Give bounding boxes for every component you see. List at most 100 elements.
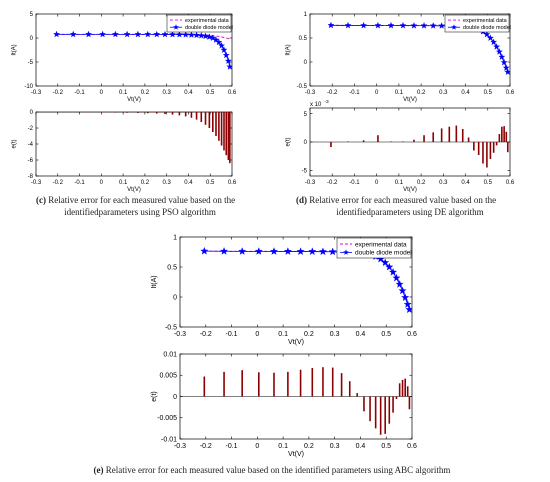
x-axis-label: Vt(V) <box>403 187 417 193</box>
legend-model-label: double diode model <box>463 25 511 31</box>
x-axis-label: Vt(V) <box>127 97 141 103</box>
chart-c-bottom: -0.3 -0.2 -0.1 0 0.1 0.2 0.3 0.4 0.5 0.6 -8 -6 -4 -2 0… <box>12 110 237 193</box>
y-tick-label: 0 <box>30 110 34 116</box>
x-tick-label: -0.2 <box>327 90 338 96</box>
x-tick-label: 0.4 <box>461 180 470 186</box>
y-tick-label: -0.005 <box>157 415 177 422</box>
x-tick-label: 0.5 <box>206 90 215 96</box>
series-model-point <box>495 48 503 55</box>
chart-d-top: -0.3 -0.2 -0.1 0 0.1 0.2 0.3 0.4 0.5 0.6 -0.5 0 0.5 1… <box>286 12 515 103</box>
legend-box <box>444 14 510 33</box>
y-axis-label: e(t) <box>286 137 292 146</box>
x-axis-label: Vt(V) <box>288 451 304 458</box>
caption-d-label: (d) <box>296 195 307 205</box>
series-model-point <box>403 300 412 308</box>
series-model-point <box>429 22 437 29</box>
series-model-point <box>269 247 279 255</box>
series-model-point <box>111 30 119 38</box>
x-tick-label: 0.3 <box>162 90 171 96</box>
series-model-point <box>169 30 176 38</box>
x-tick-label: -0.3 <box>305 180 316 186</box>
y-tick-label: -4 <box>28 142 34 148</box>
x-tick-label: -0.3 <box>305 90 316 96</box>
series-model-point <box>205 33 213 40</box>
series-model-point <box>99 30 107 38</box>
y-tick-label: -8 <box>28 174 34 180</box>
x-tick-label: -0.1 <box>349 180 360 186</box>
y-exponent-label: x 10 <box>310 102 322 108</box>
series-model-point <box>504 68 510 76</box>
series-model-point <box>486 34 494 41</box>
legend-experimental-label: experimental data <box>463 18 508 24</box>
series-model-point <box>420 22 428 29</box>
caption-d: (d) Relative error for each measured val… <box>296 195 496 205</box>
y-tick-label: 0 <box>173 294 177 301</box>
x-tick-label: 0.5 <box>484 180 493 186</box>
series-model-point <box>438 22 446 29</box>
x-tick-label: 0.4 <box>184 180 193 186</box>
x-tick-label: -0.3 <box>174 443 186 450</box>
y-tick-label: 0.5 <box>167 264 177 271</box>
series-model-point <box>161 30 169 38</box>
caption-e-line1: Relative error for each measured value b… <box>104 465 451 475</box>
y-tick-label: -6 <box>28 158 34 164</box>
x-tick-label: 0.3 <box>162 180 171 186</box>
series-model-point <box>296 247 305 255</box>
series-model-point <box>493 43 501 50</box>
x-tick-label: 0.1 <box>395 180 404 186</box>
y-tick-label: -0.5 <box>165 324 177 331</box>
series-model-point <box>254 247 263 255</box>
x-tick-label: -0.1 <box>226 443 238 450</box>
legend-box <box>336 237 412 259</box>
y-tick-label: 0.01 <box>163 351 177 358</box>
x-axis-label: Vt(V) <box>403 97 417 103</box>
series-model-point <box>500 58 508 66</box>
x-tick-label: 0.5 <box>381 331 391 338</box>
y-axis-label: It(A) <box>12 44 18 55</box>
y-tick-label: 0.5 <box>299 36 308 42</box>
series-model-point <box>328 247 337 256</box>
series-model-point <box>85 30 92 38</box>
y-tick-label: -5 <box>28 60 34 66</box>
x-tick-label: 0 <box>375 90 379 96</box>
y-tick-label: 0.005 <box>159 373 177 380</box>
series-model-point <box>387 21 395 29</box>
x-tick-label: 0.4 <box>184 90 193 96</box>
series-model-point <box>238 247 247 255</box>
x-tick-label: 0.3 <box>330 331 340 338</box>
x-tick-label: 0.2 <box>141 90 150 96</box>
x-tick-label: 0.3 <box>330 443 340 450</box>
plot-area <box>310 125 510 168</box>
legend-experimental-label: experimental data <box>185 18 230 24</box>
caption-c-line2: identifiedparameters using PSO algorithm <box>64 207 216 217</box>
series-model-point <box>134 30 142 38</box>
series-model-point <box>283 247 292 255</box>
y-axis-label: It(A) <box>286 44 292 55</box>
x-tick-label: -0.1 <box>226 331 238 338</box>
x-tick-label: 0.2 <box>417 90 426 96</box>
x-tick-label: 0.4 <box>356 443 366 450</box>
x-tick-label: 0.2 <box>141 180 150 186</box>
series-model-point <box>222 51 230 59</box>
series-model-point <box>483 30 491 38</box>
x-tick-label: 0.6 <box>407 443 417 450</box>
x-tick-label: 0.2 <box>304 331 314 338</box>
series-model-point <box>153 30 161 38</box>
legend-model-label: double diode model <box>185 25 233 31</box>
y-tick-label: -5 <box>302 168 308 174</box>
x-tick-label: 0.6 <box>407 331 417 338</box>
y-tick-label: 5 <box>30 12 34 18</box>
x-tick-label: 0.6 <box>506 90 515 96</box>
series-model-point <box>209 34 217 41</box>
y-axis-label: e(t) <box>12 139 18 148</box>
y-tick-label: 0 <box>30 36 34 42</box>
x-tick-label: -0.1 <box>74 180 85 186</box>
x-tick-label: -0.1 <box>74 90 85 96</box>
x-tick-label: 0.1 <box>278 331 288 338</box>
plot-area <box>53 30 232 70</box>
series-model-point <box>502 64 510 71</box>
y-axis-label: e(t) <box>151 391 158 402</box>
y-tick-label: 1 <box>304 12 308 18</box>
series-model-point <box>187 31 195 38</box>
